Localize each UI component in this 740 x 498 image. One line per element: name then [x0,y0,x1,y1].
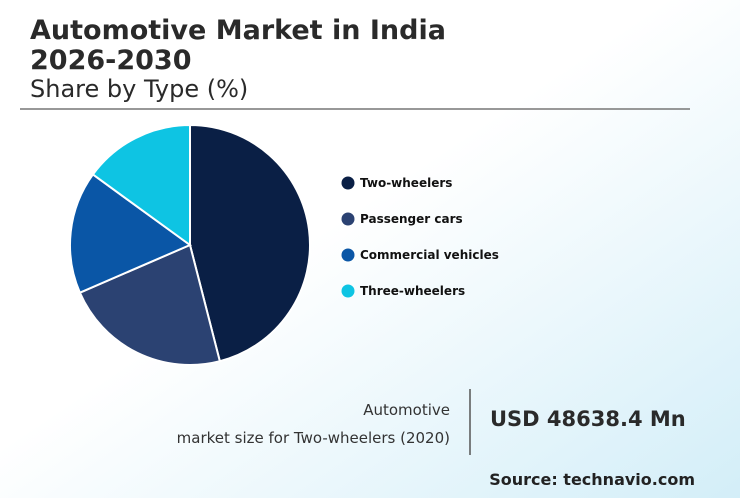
pie-slice [78,243,222,366]
market-size-value: USD 48638.4 Mn [490,407,686,431]
chart-title: Automotive Market in India [30,15,446,46]
market-size-label: market size for Two-wheelers (2020) [177,429,450,447]
legend-label: Commercial vehicles [360,248,499,262]
chart-subtitle: Share by Type (%) [30,75,248,103]
chart-title: 2026-2030 [30,45,192,76]
legend: Two-wheelers Passenger cars Commercial veh… [341,176,499,298]
legend-label: Two-wheelers [360,176,452,190]
pie-slice [69,173,193,294]
legend-swatch [341,284,355,298]
legend-swatch [341,212,355,226]
source: Source: technavio.com [489,470,695,489]
legend-label: Passenger cars [360,212,463,226]
legend-swatch [341,248,355,262]
pie-slice [189,123,311,363]
legend-swatch [341,176,355,190]
pie [69,123,311,366]
pie-slice [91,123,191,247]
market-size-label: Automotive [363,401,450,419]
legend-label: Three-wheelers [360,284,465,298]
